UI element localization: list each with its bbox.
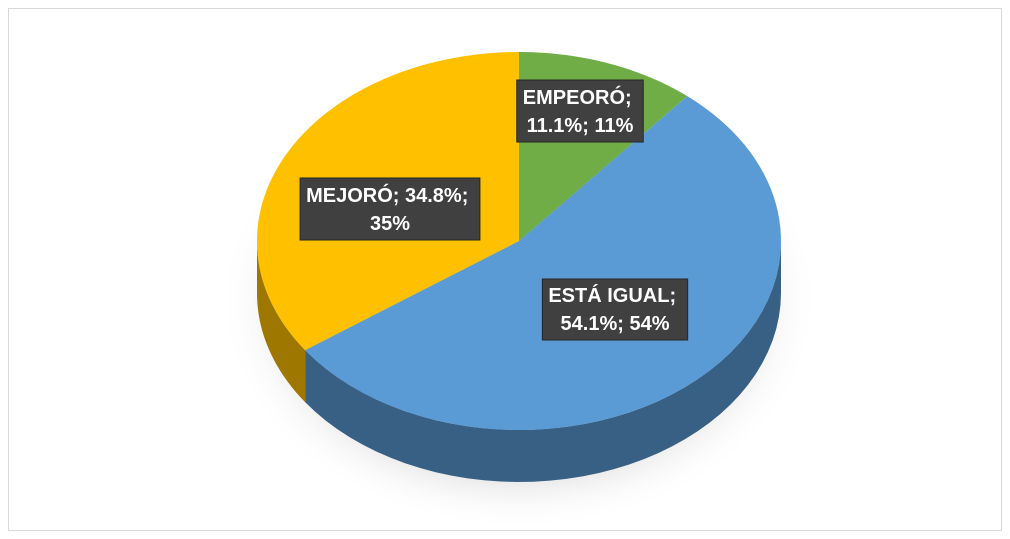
pie-side bbox=[257, 241, 306, 403]
label-part: 35% bbox=[370, 213, 410, 235]
label-part: 11.1% bbox=[527, 115, 583, 137]
label-part: ; bbox=[669, 285, 681, 307]
label-part: EMPEORÓ bbox=[523, 85, 625, 109]
data-label-box bbox=[299, 177, 481, 241]
label-part: 54.1% bbox=[561, 313, 618, 335]
data-label-text: ESTÁ IGUAL; 54.1%; 54% bbox=[548, 284, 681, 335]
label-part: 54% bbox=[629, 313, 669, 335]
pie-side bbox=[305, 241, 781, 482]
data-label-text: MEJORÓ; 34.8%; 35% bbox=[306, 183, 474, 235]
label-line: EMPEORÓ; bbox=[523, 85, 637, 109]
label-part: ESTÁ IGUAL bbox=[548, 284, 669, 307]
data-label-box bbox=[541, 278, 689, 341]
label-line: 35% bbox=[370, 213, 410, 235]
label-part: ; bbox=[462, 185, 474, 207]
label-part: ; bbox=[625, 87, 637, 109]
data-label: ESTÁ IGUAL; 54.1%; 54% bbox=[541, 278, 689, 341]
pie-slice bbox=[305, 96, 781, 430]
data-label: EMPEORÓ; 11.1%; 11% bbox=[516, 79, 644, 143]
label-line: 54.1%; 54% bbox=[561, 313, 670, 335]
label-part: 11% bbox=[594, 115, 633, 137]
label-part: ; bbox=[393, 185, 405, 207]
label-line: ESTÁ IGUAL; bbox=[548, 284, 681, 307]
label-part: ; bbox=[582, 115, 594, 137]
label-part: 34.8% bbox=[405, 185, 462, 207]
data-label: MEJORÓ; 34.8%; 35% bbox=[299, 177, 481, 241]
label-line: 11.1%; 11% bbox=[527, 115, 634, 137]
label-part: ; bbox=[617, 313, 629, 335]
label-line: MEJORÓ; 34.8%; bbox=[306, 183, 474, 207]
data-label-box bbox=[516, 79, 644, 143]
data-label-text: EMPEORÓ; 11.1%; 11% bbox=[523, 85, 637, 137]
label-part: MEJORÓ bbox=[306, 183, 393, 207]
data-labels: EMPEORÓ; 11.1%; 11% ESTÁ IGUAL; 54.1%; 54… bbox=[299, 79, 689, 341]
